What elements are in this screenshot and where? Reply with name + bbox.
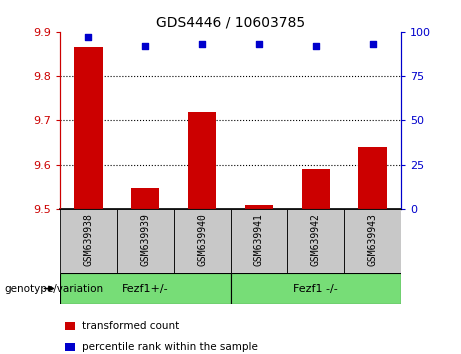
Point (142, 43, 149, 49)
Bar (65, 343, 75, 351)
Bar (60, 273, 230, 304)
Bar (245, 205, 273, 209)
Text: Fezf1 -/-: Fezf1 -/- (293, 284, 338, 293)
Text: genotype/variation: genotype/variation (5, 284, 104, 293)
Bar (188, 112, 216, 209)
Bar (344, 209, 401, 273)
Bar (301, 169, 330, 209)
Point (255, 41, 263, 47)
Bar (174, 209, 230, 273)
Text: GSM639942: GSM639942 (311, 213, 321, 266)
Text: GSM639943: GSM639943 (367, 213, 378, 266)
Text: GSM639939: GSM639939 (140, 213, 150, 266)
Point (85, 34, 92, 40)
Bar (358, 147, 387, 209)
Title: GDS4446 / 10603785: GDS4446 / 10603785 (156, 15, 305, 29)
Point (369, 41, 376, 47)
Bar (287, 209, 344, 273)
Text: GSM639938: GSM639938 (83, 213, 94, 266)
Bar (230, 273, 401, 304)
Text: percentile rank within the sample: percentile rank within the sample (82, 342, 258, 352)
Bar (131, 188, 160, 209)
Bar (230, 209, 287, 273)
Text: Fezf1+/-: Fezf1+/- (122, 284, 169, 293)
Point (198, 41, 206, 47)
Bar (65, 322, 75, 330)
Text: GSM639940: GSM639940 (197, 213, 207, 266)
Point (312, 43, 319, 49)
Text: GSM639941: GSM639941 (254, 213, 264, 266)
Bar (60, 209, 117, 273)
Text: transformed count: transformed count (82, 321, 179, 331)
Bar (74, 47, 102, 209)
Bar (117, 209, 174, 273)
